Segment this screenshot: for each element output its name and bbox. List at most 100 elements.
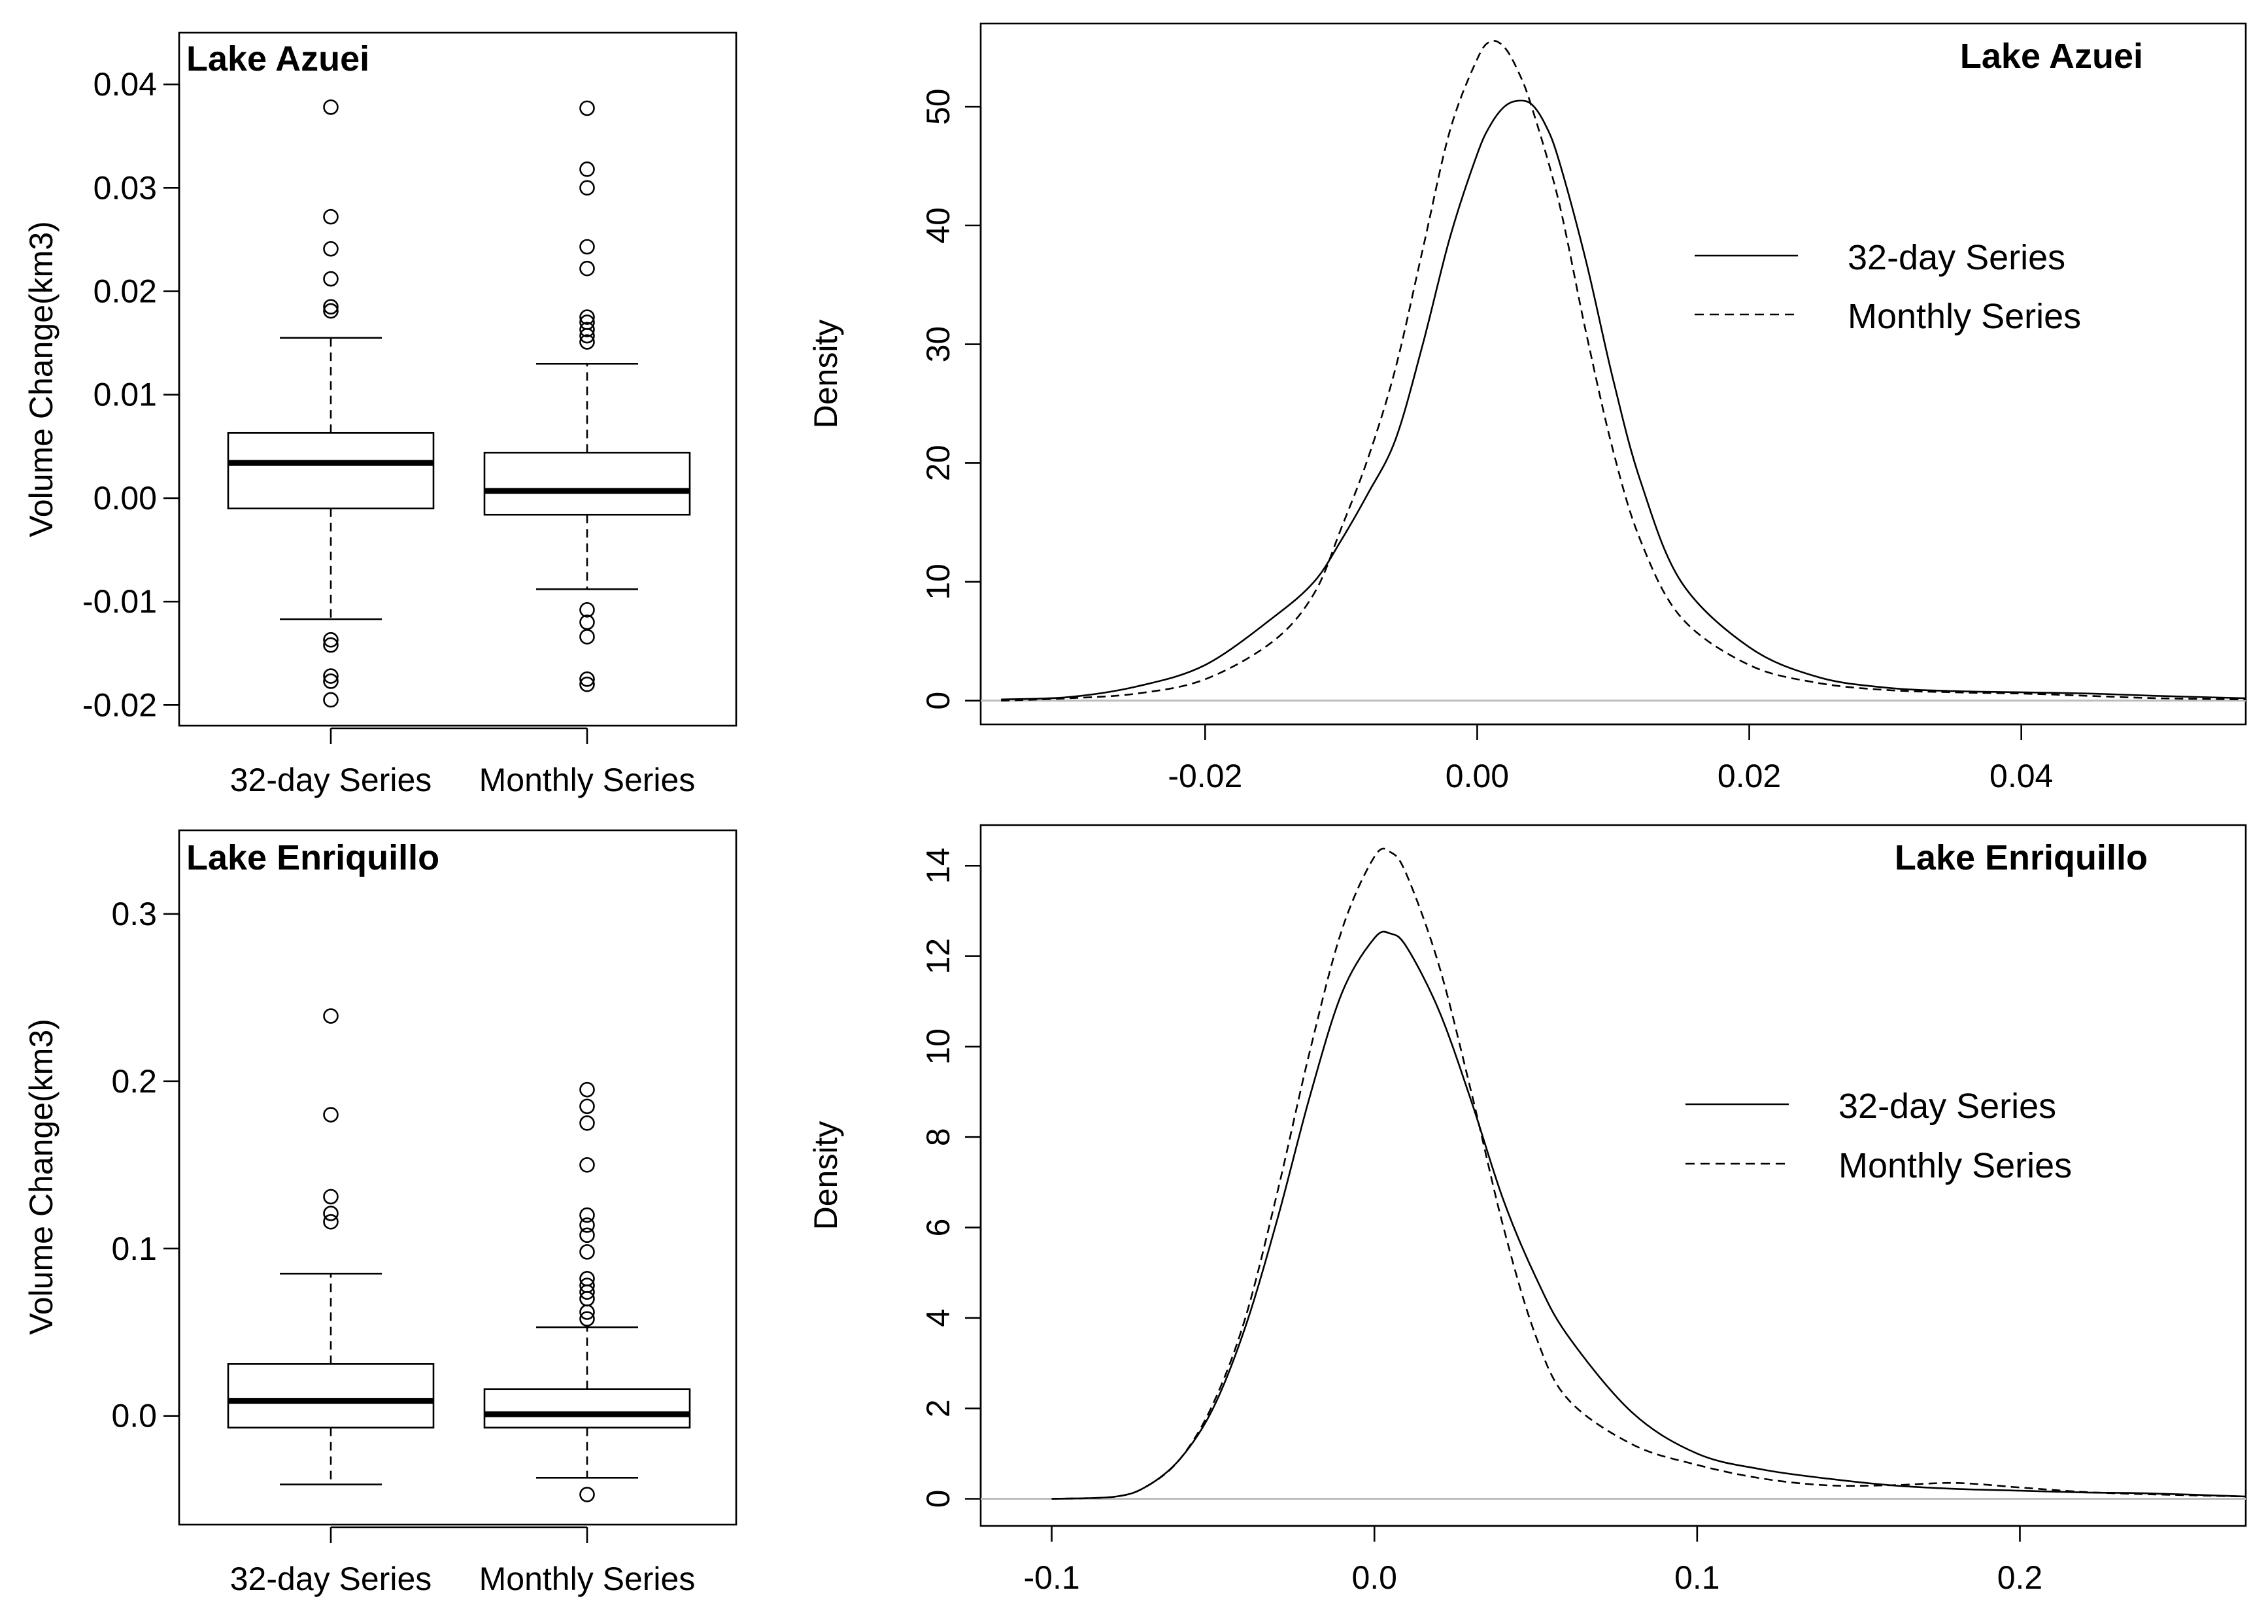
y-tick-label: 8 — [920, 1128, 956, 1146]
outlier-point — [579, 1227, 595, 1243]
outlier-point — [579, 1217, 595, 1233]
y-axis-label: Volume Change(km3) — [23, 1019, 59, 1335]
outlier-point — [579, 161, 595, 177]
x-tick-label: 0.04 — [1989, 758, 2053, 794]
x-axis-ticks: -0.1 0.0 0.1 0.2 — [1024, 1525, 2042, 1596]
y-tick-label: 10 — [920, 564, 956, 600]
y-tick-label: 6 — [920, 1219, 956, 1237]
y-tick-label: 0 — [920, 1490, 956, 1508]
y-tick-label: 30 — [920, 326, 956, 363]
outlier-point — [579, 1115, 595, 1131]
outlier-point — [323, 303, 339, 319]
outlier-point — [323, 241, 339, 257]
y-tick-label: 14 — [920, 847, 956, 884]
outlier-point — [579, 602, 595, 618]
outlier-point — [323, 209, 339, 225]
outlier-point — [579, 328, 595, 344]
x-tick-label: 0.00 — [1446, 758, 1509, 794]
plot-frame — [979, 22, 2247, 726]
panel-title: Lake Enriquillo — [186, 838, 439, 877]
boxes — [227, 1008, 691, 1502]
outlier-point — [579, 1487, 595, 1502]
outlier-point — [579, 100, 595, 116]
y-axis-ticks: 0 10 20 30 40 50 — [920, 88, 982, 710]
x-axis-ticks: 32-day Series Monthly Series — [230, 727, 696, 798]
y-axis-ticks: 0 2 4 6 8 10 12 14 — [920, 847, 982, 1508]
x-tick-label: Monthly Series — [479, 762, 696, 798]
outlier-point — [579, 629, 595, 645]
legend-label-32day: 32-day Series — [1838, 1087, 2056, 1126]
density-line-32day — [1051, 930, 2246, 1500]
iqr-box — [483, 1388, 691, 1429]
x-tick-label: 0.1 — [1674, 1559, 1720, 1596]
x-tick-label: 32-day Series — [230, 1561, 432, 1597]
y-tick-label: 4 — [920, 1309, 956, 1327]
density-curves — [981, 40, 2246, 702]
legend-label-32day: 32-day Series — [1848, 238, 2065, 277]
y-tick-label: -0.01 — [82, 583, 157, 620]
outlier-point — [579, 309, 595, 325]
y-tick-label: 40 — [920, 207, 956, 244]
y-axis-label: Density — [807, 1121, 844, 1230]
x-tick-label: -0.1 — [1024, 1559, 1080, 1596]
outlier-point — [579, 1207, 595, 1223]
boxplot-panel-azuei: Lake Azuei Volume Change(km3) -0.02 -0.01… — [23, 31, 737, 798]
x-axis-ticks: -0.02 0.00 0.02 0.04 — [1168, 723, 2053, 794]
iqr-box — [483, 452, 691, 516]
outlier-point — [323, 692, 339, 708]
outlier-point — [323, 1214, 339, 1230]
y-tick-label: 0.04 — [93, 66, 157, 103]
outlier-point — [323, 668, 339, 684]
density-line-32day — [1001, 99, 2246, 701]
y-tick-label: 12 — [920, 938, 956, 975]
outlier-point — [323, 299, 339, 315]
outlier-point — [579, 1244, 595, 1260]
x-tick-label: -0.02 — [1168, 758, 1242, 794]
legend-label-monthly: Monthly Series — [1838, 1146, 2072, 1185]
outlier-point — [323, 271, 339, 287]
y-tick-label: -0.02 — [82, 686, 157, 723]
outlier-point — [323, 1008, 339, 1024]
density-panel-enriquillo: Lake Enriquillo Density 0 2 4 6 8 10 12 14 -0.1… — [807, 824, 2247, 1596]
outlier-point — [579, 260, 595, 277]
outlier-point — [579, 1157, 595, 1173]
y-tick-label: 20 — [920, 445, 956, 481]
y-tick-label: 0.3 — [111, 896, 157, 932]
panel-title: Lake Azuei — [1960, 37, 2143, 76]
outlier-point — [579, 239, 595, 255]
y-tick-label: 0.1 — [111, 1230, 157, 1267]
density-curves — [981, 847, 2246, 1500]
panel-title: Lake Azuei — [186, 39, 369, 78]
y-axis-ticks: 0.0 0.1 0.2 0.3 — [111, 896, 180, 1434]
outlier-point — [579, 1304, 595, 1320]
y-tick-label: 2 — [920, 1399, 956, 1417]
outlier-point — [579, 180, 595, 196]
density-line-monthly — [1001, 40, 2246, 702]
y-tick-label: 0.0 — [111, 1398, 157, 1434]
y-axis-ticks: -0.02 -0.01 0.00 0.01 0.02 0.03 0.04 — [82, 66, 180, 723]
outlier-point — [579, 676, 595, 692]
outlier-point — [579, 1311, 595, 1327]
y-axis-label: Volume Change(km3) — [23, 221, 59, 537]
iqr-box — [227, 431, 435, 510]
y-tick-label: 0 — [920, 692, 956, 710]
y-tick-label: 50 — [920, 88, 956, 125]
x-tick-label: 0.02 — [1718, 758, 1781, 794]
outlier-point — [579, 334, 595, 350]
panel-title: Lake Enriquillo — [1895, 838, 2148, 877]
outlier-point — [579, 322, 595, 337]
legend: 32-day Series Monthly Series — [1695, 238, 2081, 336]
density-line-monthly — [1051, 847, 2246, 1500]
outlier-point — [323, 637, 339, 653]
x-axis-ticks: 32-day Series Monthly Series — [230, 1526, 695, 1597]
outlier-point — [323, 1107, 339, 1123]
outlier-point — [579, 1284, 595, 1300]
y-tick-label: 0.00 — [93, 480, 157, 516]
y-tick-label: 0.02 — [93, 273, 157, 310]
outlier-point — [579, 1081, 595, 1098]
plot-frame — [178, 31, 737, 727]
legend: 32-day Series Monthly Series — [1685, 1087, 2072, 1185]
outlier-point — [323, 99, 339, 115]
y-tick-label: 10 — [920, 1028, 956, 1065]
